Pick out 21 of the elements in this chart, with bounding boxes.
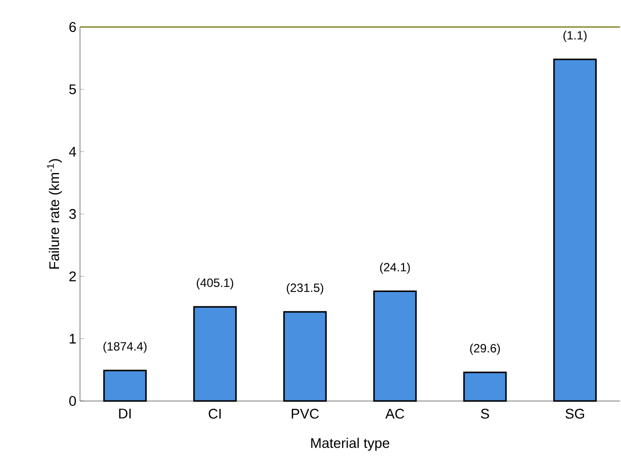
x-tick-label: AC (385, 408, 404, 419)
y-tick-label: 0 (69, 396, 76, 406)
y-axis-title: Failure rate (km$^{-1}$) (47, 159, 62, 269)
y-tick-label: 6 (69, 22, 76, 32)
x-tick-label: DI (119, 408, 131, 418)
y-tick-label: 5 (69, 84, 76, 94)
x-tick-label: CI (208, 408, 221, 419)
y-tick-label: 4 (69, 146, 76, 156)
x-tick-label: PVC (292, 408, 319, 419)
annotation: (231.5) (286, 283, 324, 294)
x-axis-title: Material type (311, 438, 390, 451)
y-tick-label: 3 (69, 209, 76, 219)
y-tick-label: 2 (69, 271, 76, 282)
annotation: (405.1) (196, 278, 234, 290)
x-tick-label: S (480, 408, 490, 419)
annotation: (29.6) (470, 344, 500, 355)
y-tick-label: 1 (70, 334, 76, 344)
annotation: (1.1) (563, 30, 587, 42)
x-tick-label: SG (566, 408, 584, 419)
annotation: (24.1) (380, 262, 410, 274)
annotation: (1874.4) (103, 342, 147, 353)
